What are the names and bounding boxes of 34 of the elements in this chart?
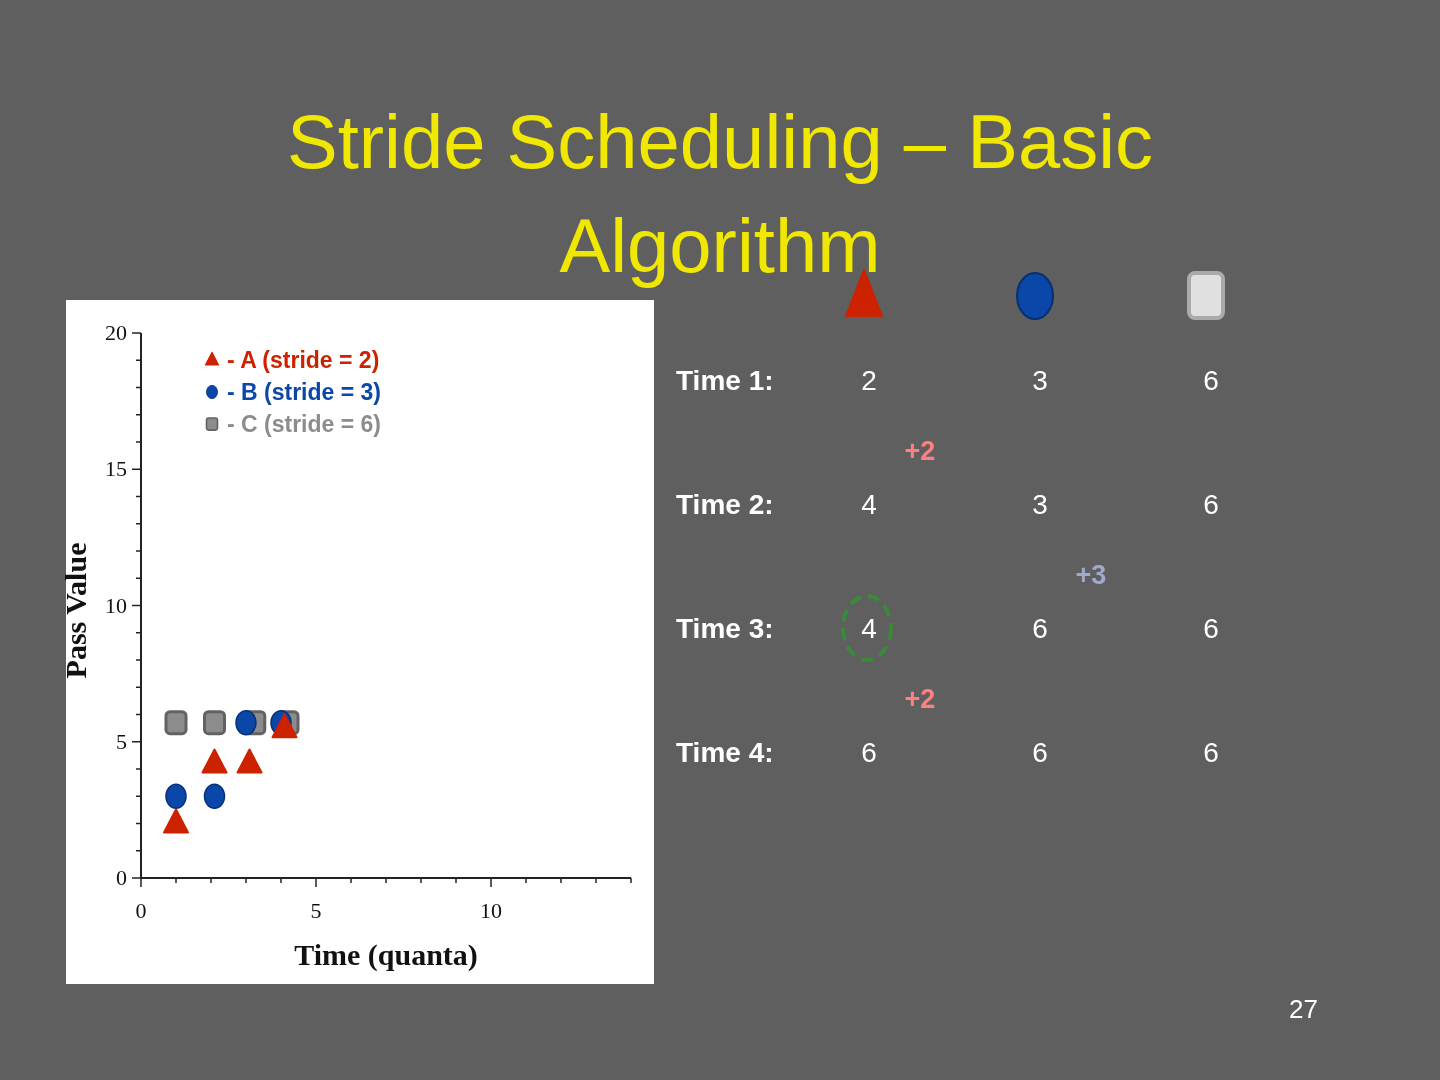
text: 6 [1032,613,1048,644]
y-tick-label: 10 [105,592,127,618]
text: 3 [1032,365,1048,396]
text: 27 [1289,994,1318,1024]
text: 6 [1032,737,1048,768]
text: 4 [861,613,877,644]
text: 6 [1203,365,1219,396]
x-tick-label: 5 [310,898,322,923]
chart-title: Stride Scheduling – Basic Algorithm [286,99,1154,288]
legend-label: - A (stride = 2) [227,347,380,373]
y-tick-label: 5 [116,728,127,754]
text: +2 [904,436,936,466]
y-axis-title: Pass Value [59,542,92,679]
text: 2 [861,365,877,396]
y-tick-label: 0 [116,865,127,890]
x-axis-title: Time (quanta) [294,938,478,972]
text: +2 [904,684,936,714]
category-label: Time 2: [676,489,774,520]
category-label: Time 4: [676,737,774,768]
y-tick-label: 15 [105,456,127,482]
text: 6 [861,737,877,768]
legend-label: - B (stride = 3) [227,379,382,405]
category-label: Time 3: [676,613,774,644]
text: 6 [1203,737,1219,768]
text: +3 [1075,560,1107,590]
text: 6 [1203,613,1219,644]
y-tick-label: 20 [105,320,127,345]
x-tick-label: 0 [135,898,147,923]
text: 3 [1032,489,1048,520]
legend-label: - C (stride = 6) [227,411,382,437]
text: 4 [861,489,877,520]
category-label: Time 1: [676,365,774,396]
x-tick-label: 10 [480,898,502,923]
text: 6 [1203,489,1219,520]
